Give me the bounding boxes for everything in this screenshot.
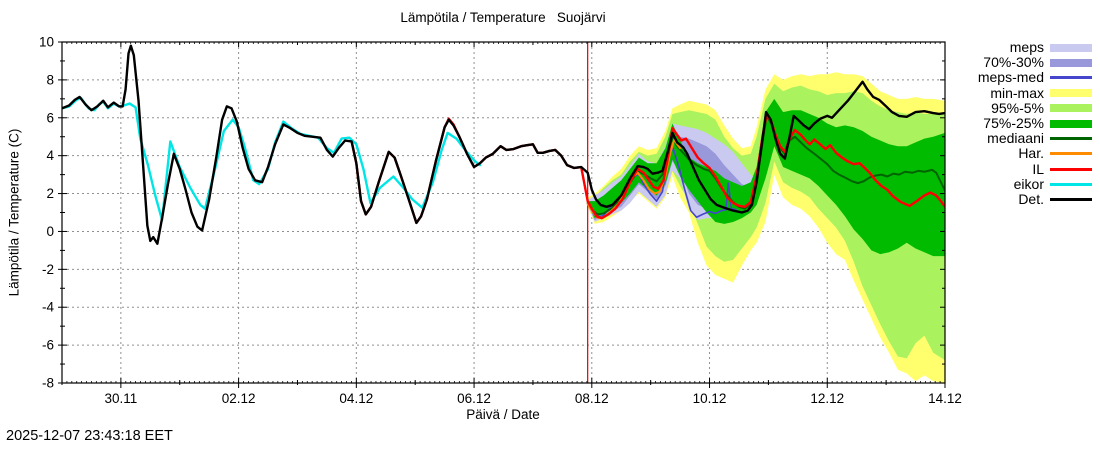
- axis-ticks: [58, 41, 946, 388]
- legend-item-har: Har.: [978, 146, 1092, 161]
- legend-swatch-70-30-band: [1050, 58, 1092, 67]
- y-tick-label: 0: [46, 224, 54, 239]
- legend-item-label: IL: [1032, 160, 1044, 177]
- x-axis-label: Päivä / Date: [466, 407, 540, 422]
- legend-swatch-mediaani-line: [1050, 137, 1092, 141]
- legend-item-label: 70%-30%: [983, 54, 1044, 71]
- x-tick-label: 10.12: [693, 391, 727, 406]
- y-tick-label: 10: [39, 35, 54, 50]
- y-axis-label: Lämpötila / Temperature (C): [6, 128, 22, 297]
- legend-item-min-max: min-max: [978, 84, 1092, 101]
- legend-swatch-meps-band: [1050, 43, 1092, 52]
- legend-item-mediaani: mediaani: [978, 131, 1092, 146]
- legend-item-label: meps: [1009, 39, 1044, 56]
- legend-item-label: Har.: [1018, 145, 1044, 162]
- legend-swatch-75-25-band: [1050, 119, 1092, 128]
- x-tick-label: 12.12: [810, 391, 844, 406]
- y-tick-label: -4: [42, 300, 54, 315]
- y-tick-label: -8: [42, 376, 54, 391]
- x-tick-label: 02.12: [222, 391, 256, 406]
- legend-swatch-95-5-band: [1050, 104, 1092, 113]
- series-det: [62, 44, 945, 245]
- legend-item-95-5: 95%-5%: [978, 99, 1092, 116]
- tick-labels: 30.11 02.12 04.12 06.12 08.12 10.12 12.12 14.12…: [39, 35, 962, 407]
- legend-swatch-det-line: [1050, 197, 1092, 201]
- legend-swatch-eikor-line: [1050, 182, 1092, 186]
- x-tick-label: 06.12: [457, 391, 491, 406]
- y-tick-label: 6: [46, 110, 54, 125]
- plot-area: [62, 42, 945, 383]
- legend-item-il: IL: [978, 160, 1092, 177]
- y-tick-label: 8: [46, 72, 54, 87]
- legend-item-label: mediaani: [987, 130, 1044, 147]
- legend-swatch-meps-med-line: [1050, 76, 1092, 80]
- legend-item-meps-med: meps-med: [978, 70, 1092, 85]
- legend-swatch-il-line: [1050, 167, 1092, 171]
- band-75-25: [587, 98, 945, 257]
- legend-swatch-min-max-band: [1050, 89, 1092, 98]
- legend-item-70-30: 70%-30%: [978, 55, 1092, 70]
- x-tick-label: 14.12: [928, 391, 962, 406]
- legend-item-label: eikor: [1013, 175, 1044, 192]
- legend-item-label: 75%-25%: [983, 115, 1044, 132]
- legend-item-75-25: 75%-25%: [978, 116, 1092, 131]
- legend-item-label: meps-med: [977, 69, 1044, 86]
- legend-item-det: Det.: [978, 190, 1092, 207]
- x-tick-label: 04.12: [339, 391, 373, 406]
- legend-swatch-har-line: [1050, 152, 1092, 156]
- y-tick-label: -6: [42, 338, 54, 353]
- x-tick-label: 30.11: [104, 391, 137, 406]
- legend-item-label: 95%-5%: [991, 99, 1044, 116]
- legend-item-eikor: eikor: [978, 175, 1092, 192]
- timestamp: 2025-12-07 23:43:18 EET: [6, 428, 173, 444]
- legend: meps 70%-30% meps-med min-max 95%-5% 75%-25% m…: [978, 40, 1092, 207]
- chart-title: Lämpötila / Temperature Suojärvi: [400, 10, 606, 25]
- y-tick-label: -2: [42, 262, 54, 277]
- legend-item-meps: meps: [978, 40, 1092, 55]
- x-tick-label: 08.12: [575, 391, 609, 406]
- legend-item-label: Det.: [1018, 190, 1044, 207]
- y-tick-label: 4: [46, 148, 54, 163]
- y-tick-label: 2: [46, 186, 54, 201]
- legend-item-label: min-max: [990, 84, 1044, 101]
